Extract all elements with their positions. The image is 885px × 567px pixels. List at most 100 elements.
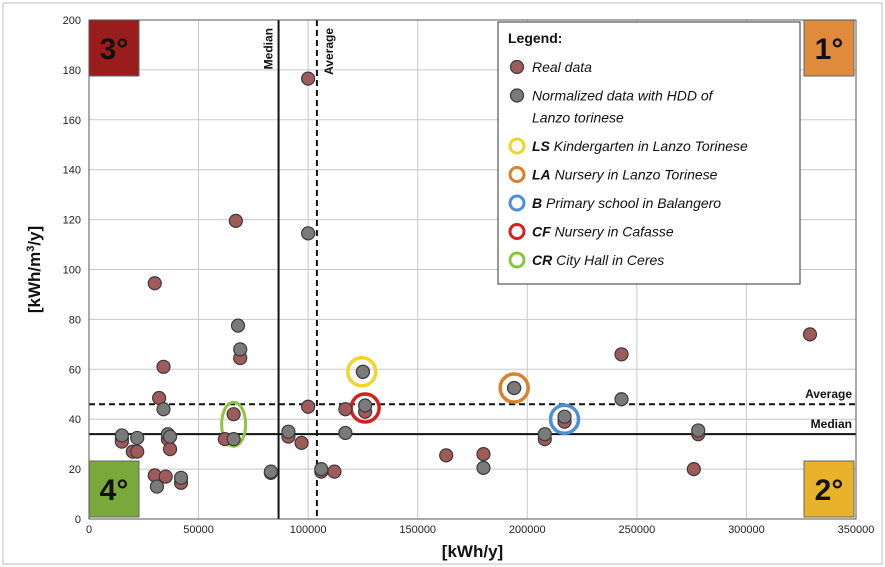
real-data-point (301, 71, 316, 86)
y-tick-label: 160 (63, 115, 81, 127)
data-points (114, 71, 818, 494)
legend-title: Legend: (508, 30, 562, 46)
plot-area-frame (88, 19, 857, 520)
legend-marker-filled (509, 88, 525, 103)
y-axis-title: [kWh/m3/y] (25, 226, 44, 313)
x-axis-title: [kWh/y] (442, 542, 503, 561)
normalized-data-point (281, 424, 296, 439)
real-data-point (301, 399, 316, 414)
horizontal-median-label: Median (811, 417, 852, 431)
legend-entry-code: LA (532, 167, 551, 183)
y-tick-label: 180 (63, 65, 81, 77)
quadrant-box-bottom-right (803, 460, 855, 518)
legend-entry-label: Real data (532, 59, 592, 75)
x-tick-label: 150000 (399, 524, 436, 536)
real-data-point (294, 435, 309, 451)
legend-entry-label: CR City Hall in Ceres (532, 252, 664, 268)
normalized-data-point (230, 318, 246, 333)
legend-entry-label: LS Kindergarten in Lanzo Torinese (532, 138, 748, 154)
quadrant-label-top-right: 1° (815, 33, 844, 66)
normalized-data-point (233, 342, 248, 357)
normalized-data-point (130, 430, 145, 446)
y-tick-label: 200 (63, 15, 81, 27)
legend: Legend: Real data Normalized data with HDD… (497, 21, 801, 285)
normalized-data-point (537, 427, 552, 442)
legend-entry-label: CF Nursery in Cafasse (532, 224, 674, 240)
legend-entry-code: LS (532, 138, 551, 154)
legend-entry-label: Normalized data with HDD of Lanzo torines… (532, 88, 715, 126)
y-tick-label: 20 (69, 464, 81, 476)
highlight-ring-la (498, 372, 530, 404)
real-data-point (439, 448, 454, 463)
real-data-point (158, 469, 173, 484)
legend-entry-label: LA Nursery in Lanzo Torinese (532, 167, 718, 183)
highlight-ring-b (548, 403, 581, 435)
y-tick-label: 100 (63, 265, 81, 277)
y-tick-label: 0 (75, 514, 81, 526)
legend-marker-filled (509, 59, 525, 75)
axes: 0 50000 100000 150000 200000 250000 300000 3500… (25, 15, 874, 561)
normalized-data-point (226, 432, 241, 447)
legend-entry-code: CF (532, 224, 551, 240)
quadrant-label-top-left: 3° (100, 33, 129, 66)
vertical-median-label: Median (262, 28, 276, 69)
real-data-point (614, 347, 629, 362)
normalized-data-point (355, 364, 371, 379)
x-tick-label: 200000 (509, 524, 546, 536)
normalized-data-point (358, 398, 373, 413)
real-data-point (226, 407, 241, 422)
normalized-data-point (691, 423, 706, 438)
legend-entry-text: Kindergarten in Lanzo Torinese (554, 138, 748, 154)
vertical-average-label: Average (322, 28, 336, 75)
real-data-point (338, 402, 353, 417)
normalized-data-point (614, 392, 629, 407)
real-data-point (686, 462, 701, 477)
legend-entry-label: B Primary school in Balangero (532, 195, 721, 211)
x-tick-label: 300000 (728, 524, 765, 536)
legend-entry-code: CR (532, 252, 553, 268)
highlight-ring-ls (346, 356, 378, 388)
highlight-rings (220, 356, 581, 448)
legend-entry-text: Nursery in Cafasse (555, 224, 674, 240)
legend-marker-ring (508, 223, 526, 240)
legend-entry-text: City Hall in Ceres (556, 252, 664, 268)
normalized-data-point (338, 425, 353, 441)
quadrant-label-bottom-right: 2° (815, 474, 844, 507)
normalized-data-point (162, 429, 178, 444)
legend-marker-ring (508, 251, 526, 269)
normalized-data-point (301, 226, 316, 241)
y-tick-label: 140 (63, 165, 81, 177)
y-tick-label: 120 (63, 215, 81, 227)
y-tick-label: 80 (69, 314, 81, 326)
x-tick-label: 0 (86, 524, 92, 536)
legend-marker-ring (508, 194, 526, 212)
y-tick-label: 40 (69, 414, 81, 426)
normalized-data-point (476, 460, 491, 475)
real-data-point (156, 359, 171, 374)
horizontal-average-label: Average (805, 387, 852, 401)
quadrant-box-top-left (88, 19, 140, 77)
x-tick-label: 50000 (183, 524, 214, 536)
quadrant-box-top-right (803, 19, 855, 77)
normalized-data-point (149, 479, 165, 494)
legend-entry-text: Primary school in Balangero (546, 195, 721, 211)
x-tick-label: 350000 (838, 524, 875, 536)
real-data-point (476, 447, 491, 462)
normalized-data-point (314, 462, 329, 477)
normalized-data-point (507, 380, 522, 396)
real-data-point (147, 276, 162, 291)
normalized-data-point (114, 428, 129, 443)
legend-marker-ring (508, 166, 526, 183)
real-data-point (327, 464, 342, 479)
real-data-point (228, 213, 243, 228)
reference-lines: Median Average Average Median (89, 20, 856, 519)
quadrant-label-bottom-left: 4° (100, 474, 129, 507)
legend-entry-code: B (532, 195, 542, 211)
x-tick-label: 250000 (618, 524, 655, 536)
quadrant-box-bottom-left (88, 460, 140, 518)
normalized-data-point (557, 409, 572, 424)
real-data-point (162, 442, 178, 457)
y-tick-label: 60 (69, 364, 81, 376)
